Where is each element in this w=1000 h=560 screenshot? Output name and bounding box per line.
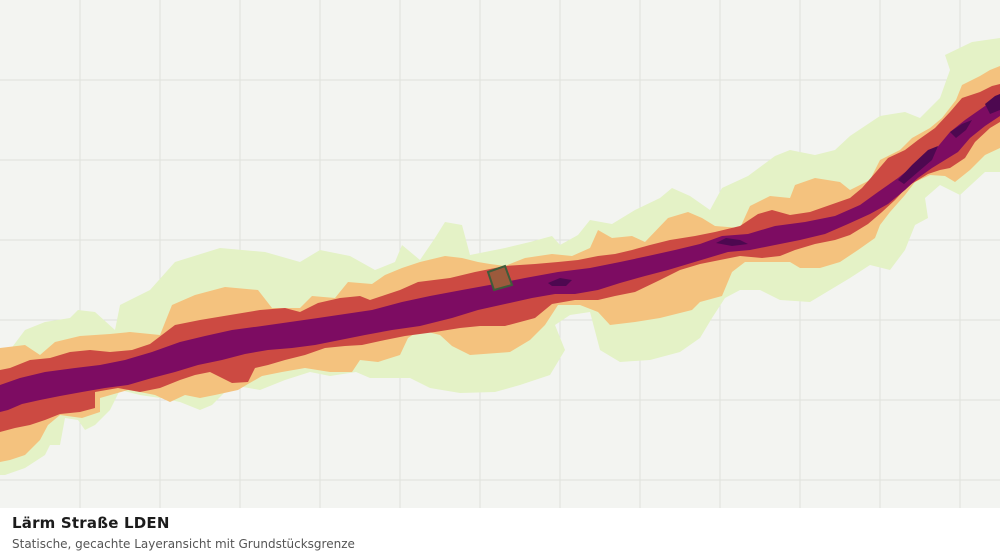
parcel-boundary[interactable] (486, 264, 514, 292)
map-title: Lärm Straße LDEN (12, 514, 170, 532)
noise-band-high (0, 94, 1000, 412)
map-view[interactable] (0, 0, 1000, 508)
map-caption: Lärm Straße LDEN Statische, gecachte Lay… (0, 508, 1000, 560)
noise-map-canvas (0, 0, 1000, 508)
map-subtitle: Statische, gecachte Layeransicht mit Gru… (12, 537, 355, 551)
noise-band-highest (548, 94, 1000, 286)
